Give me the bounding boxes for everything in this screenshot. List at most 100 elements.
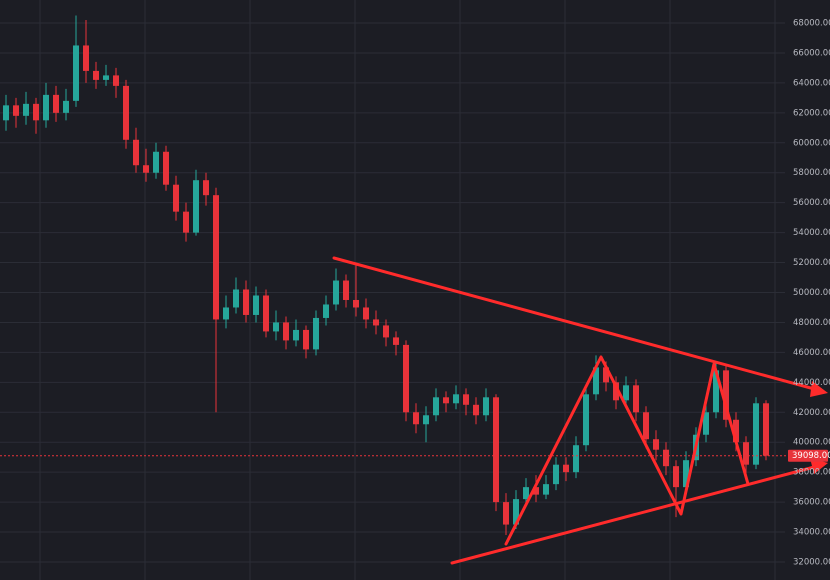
trend-annotations <box>332 256 828 565</box>
vertical-grid <box>39 0 776 580</box>
candle-body <box>423 415 429 425</box>
y-tick-label: 52000.00 <box>793 258 830 268</box>
candle-body <box>643 412 649 440</box>
candle-body <box>33 103 39 121</box>
y-tick-label: 50000.00 <box>793 288 830 298</box>
y-tick-label: 34000.00 <box>793 528 830 538</box>
candle-body <box>333 280 339 305</box>
candle-body <box>453 394 459 404</box>
candle-body <box>83 45 89 71</box>
candle-body <box>203 180 209 196</box>
candle-body <box>463 394 469 405</box>
candle-body <box>553 464 559 485</box>
y-tick-label: 56000.00 <box>793 198 830 208</box>
candle-body <box>563 464 569 473</box>
candle-body <box>413 412 419 425</box>
last-price-badge <box>788 449 828 462</box>
candle-body <box>533 487 539 495</box>
axis-layer: 32000.00 34000.00 36000.00 38000.00 40000.00… <box>0 19 830 568</box>
candle-body <box>313 317 319 350</box>
candle-body <box>633 385 639 413</box>
y-tick-label: 66000.00 <box>793 48 830 58</box>
arrow-head <box>810 458 828 474</box>
candle-body <box>503 502 509 525</box>
candle-body <box>403 344 409 413</box>
candle-body <box>543 484 549 495</box>
candle-body <box>343 280 349 300</box>
candle-body <box>123 85 129 140</box>
candle-body <box>743 442 749 465</box>
y-tick-label: 58000.00 <box>793 168 830 178</box>
candle-body <box>373 319 379 326</box>
candle-body <box>673 466 679 488</box>
candle-body <box>583 394 589 446</box>
candle-body <box>653 439 659 450</box>
candle-body <box>23 103 29 116</box>
candle-body <box>323 304 329 318</box>
candle-body <box>763 403 769 456</box>
y-tick-label: 60000.00 <box>793 138 830 148</box>
candle-body <box>153 151 159 173</box>
candle-body <box>523 487 529 500</box>
candle-body <box>723 370 729 420</box>
y-tick-label: 48000.00 <box>793 318 830 328</box>
candle-body <box>443 397 449 404</box>
candle-body <box>613 382 619 401</box>
candle-body <box>73 45 79 101</box>
candle-body <box>623 385 629 401</box>
candle-body <box>603 367 609 383</box>
candle-body <box>93 70 99 80</box>
candle-body <box>363 307 369 320</box>
candle-body <box>303 329 309 350</box>
candle-body <box>283 322 289 341</box>
candle-body <box>133 139 139 166</box>
candle-body <box>53 94 59 113</box>
candle-body <box>713 370 719 413</box>
candle-body <box>663 449 669 467</box>
candle-body <box>213 195 219 320</box>
candle-body <box>273 322 279 332</box>
candle-body <box>293 329 299 341</box>
y-tick-label: 42000.00 <box>793 408 830 418</box>
candle-body <box>353 299 359 308</box>
candle-body <box>163 151 169 185</box>
y-tick-label: 36000.00 <box>793 498 830 508</box>
arrow-head <box>810 381 828 397</box>
candle-body <box>173 184 179 212</box>
candle-body <box>183 211 189 233</box>
candle-body <box>113 75 119 86</box>
candle-body <box>483 397 489 416</box>
lower-trend-line <box>450 464 820 565</box>
candle-body <box>233 289 239 308</box>
candle-body <box>473 404 479 416</box>
candle-body <box>513 499 519 525</box>
candle-body <box>253 295 259 315</box>
candle-body <box>593 367 599 395</box>
y-tick-label: 46000.00 <box>793 348 830 358</box>
zigzag-pattern <box>504 355 750 546</box>
candle-body <box>143 165 149 173</box>
candle-body <box>703 412 709 435</box>
candle-body <box>13 105 19 116</box>
candle-body <box>263 295 269 332</box>
candle-body <box>223 307 229 320</box>
candle-body <box>383 325 389 338</box>
candle-body <box>3 105 9 121</box>
y-tick-label: 38000.00 <box>793 468 830 478</box>
candle-body <box>493 397 499 503</box>
candle-body <box>393 337 399 345</box>
candle-body <box>193 180 199 233</box>
candle-body <box>43 94 49 121</box>
y-tick-label: 44000.00 <box>793 378 830 388</box>
candle-body <box>433 397 439 416</box>
candle-body <box>243 289 249 315</box>
last-price-label: 39098.00 <box>792 451 830 461</box>
candle-body <box>103 75 109 80</box>
grid-layer <box>0 22 785 563</box>
upper-trend-line <box>332 256 820 392</box>
y-tick-label: 62000.00 <box>793 108 830 118</box>
y-tick-label: 32000.00 <box>793 558 830 568</box>
y-tick-label: 54000.00 <box>793 228 830 238</box>
